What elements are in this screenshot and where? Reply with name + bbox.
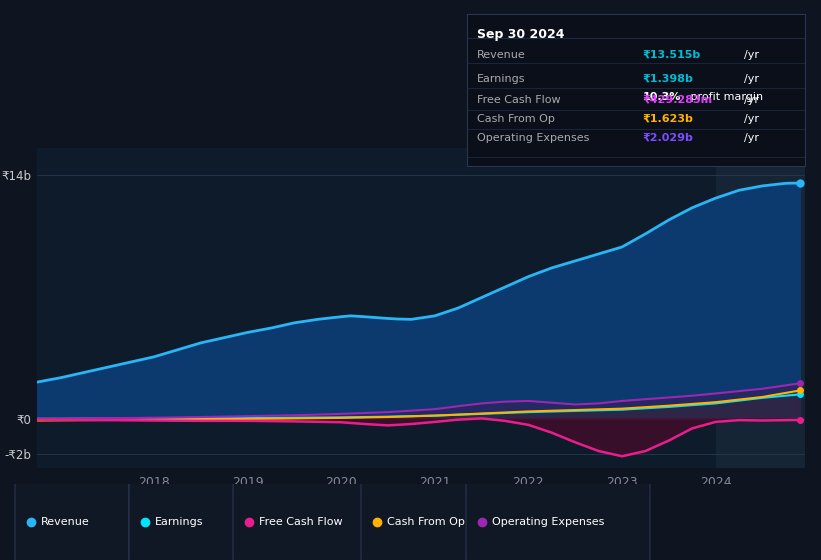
Text: /yr: /yr	[744, 133, 759, 143]
Text: /yr: /yr	[744, 50, 759, 60]
Text: Operating Expenses: Operating Expenses	[477, 133, 589, 143]
Bar	[716, 148, 805, 468]
Text: ₹1.398b: ₹1.398b	[643, 73, 694, 83]
FancyBboxPatch shape	[233, 348, 387, 560]
Text: /yr: /yr	[744, 95, 759, 105]
Text: /yr: /yr	[744, 73, 759, 83]
Text: Cash From Op: Cash From Op	[387, 517, 465, 527]
Text: ₹1.623b: ₹1.623b	[643, 114, 694, 124]
Text: Revenue: Revenue	[477, 50, 526, 60]
Text: /yr: /yr	[744, 114, 759, 124]
FancyBboxPatch shape	[129, 348, 243, 560]
Text: Earnings: Earnings	[155, 517, 204, 527]
Text: Sep 30 2024: Sep 30 2024	[477, 27, 565, 41]
Text: Free Cash Flow: Free Cash Flow	[477, 95, 561, 105]
Text: Revenue: Revenue	[41, 517, 89, 527]
FancyBboxPatch shape	[361, 348, 499, 560]
FancyBboxPatch shape	[15, 348, 129, 560]
Text: 10.3%: 10.3%	[643, 92, 681, 102]
Text: Cash From Op: Cash From Op	[477, 114, 555, 124]
Text: ₹13.515b: ₹13.515b	[643, 50, 701, 60]
Text: ₹429.283m: ₹429.283m	[643, 95, 713, 105]
Text: ₹2.029b: ₹2.029b	[643, 133, 694, 143]
Text: Operating Expenses: Operating Expenses	[492, 517, 604, 527]
FancyBboxPatch shape	[466, 348, 650, 560]
Text: profit margin: profit margin	[686, 92, 763, 102]
Text: Earnings: Earnings	[477, 73, 525, 83]
Text: Free Cash Flow: Free Cash Flow	[259, 517, 342, 527]
